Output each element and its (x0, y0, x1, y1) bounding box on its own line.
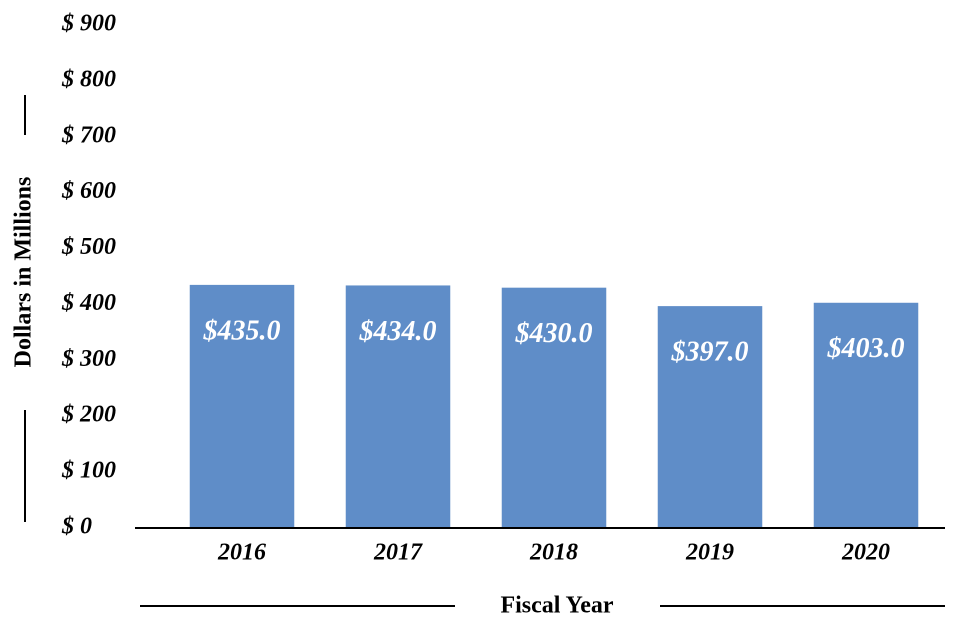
x-tick-label: 2018 (529, 540, 578, 566)
data-label: $430.0 (515, 318, 593, 349)
bar (813, 302, 919, 528)
y-tick-label: $ 200 (61, 402, 116, 428)
y-tick-label: $ 800 (61, 66, 116, 92)
x-tick-label: 2016 (217, 540, 266, 566)
x-tick-label: 2017 (373, 540, 423, 566)
x-axis-title: Fiscal Year (500, 593, 613, 619)
data-label: $403.0 (827, 333, 905, 364)
y-tick-label: $ 700 (61, 122, 116, 148)
data-label: $435.0 (203, 315, 281, 346)
x-tick-label: 2020 (841, 540, 890, 566)
data-label: $397.0 (671, 337, 749, 368)
y-tick-label: $ 100 (61, 458, 116, 484)
bar (501, 287, 607, 528)
bar (189, 284, 295, 528)
y-tick-label: $ 500 (61, 234, 116, 260)
y-tick-label: $ 900 (61, 11, 116, 37)
y-tick-label: $ 300 (61, 346, 116, 372)
y-tick-label: $ 0 (61, 514, 92, 540)
bar (345, 285, 451, 528)
y-tick-label: $ 600 (61, 178, 116, 204)
y-axis-title: Dollars in Millions (11, 177, 37, 368)
y-tick-label: $ 400 (61, 290, 116, 316)
bar (657, 306, 763, 528)
x-tick-label: 2019 (685, 540, 734, 566)
data-label: $434.0 (359, 316, 437, 347)
